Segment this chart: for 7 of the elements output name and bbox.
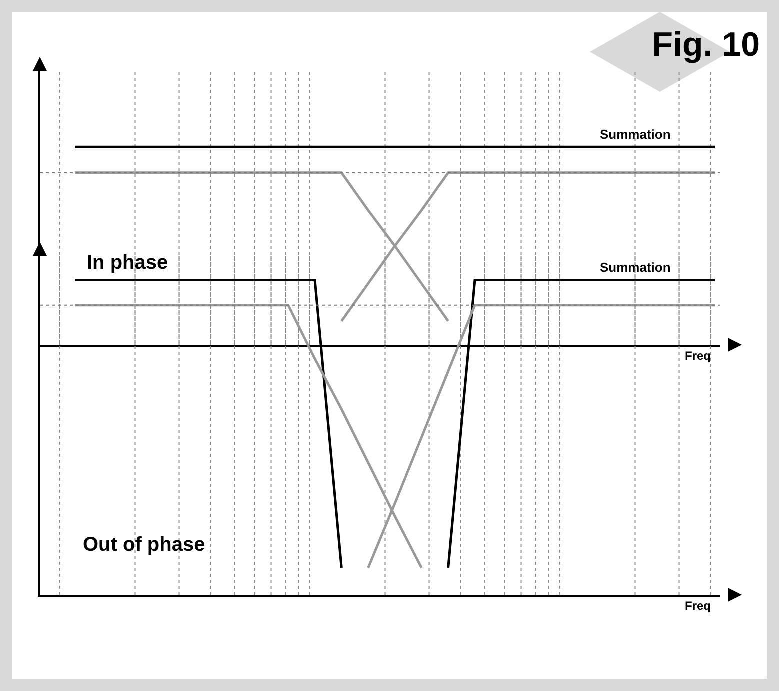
- x-axis-title: Freq: [685, 599, 712, 613]
- series-label: Summation: [600, 260, 671, 275]
- x-axis-title: Freq: [685, 349, 712, 363]
- annotation: In phase: [87, 252, 168, 274]
- annotation: Out of phase: [83, 534, 206, 556]
- chart-title: Fig. 10: [652, 26, 760, 64]
- series-label: Summation: [600, 127, 671, 142]
